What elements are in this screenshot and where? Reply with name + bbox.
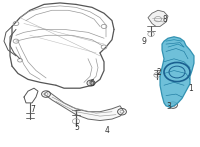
- Text: 1: 1: [189, 84, 193, 93]
- Text: 4: 4: [105, 126, 109, 135]
- Text: 6: 6: [90, 78, 94, 88]
- Text: 7: 7: [31, 105, 35, 114]
- Text: 5: 5: [75, 123, 79, 132]
- Text: 2: 2: [157, 68, 161, 77]
- Text: 8: 8: [163, 15, 167, 24]
- Polygon shape: [148, 10, 168, 26]
- Text: 9: 9: [142, 37, 146, 46]
- Polygon shape: [160, 37, 194, 107]
- Polygon shape: [44, 91, 124, 121]
- Text: 3: 3: [167, 102, 171, 111]
